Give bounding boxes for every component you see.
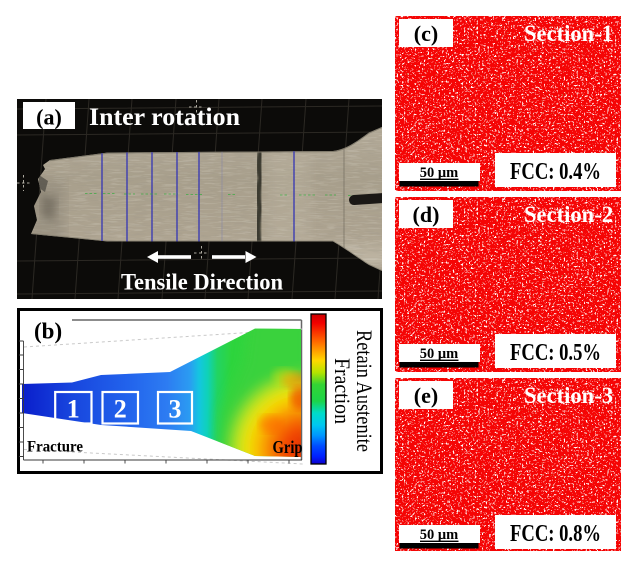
svg-text:(b): (b) xyxy=(34,319,62,344)
svg-text:Section-3: Section-3 xyxy=(524,383,613,408)
svg-text:Fracture: Fracture xyxy=(27,439,83,456)
svg-text:50 μm: 50 μm xyxy=(420,165,458,181)
svg-text:50 μm: 50 μm xyxy=(420,346,458,362)
svg-text:(d): (d) xyxy=(413,202,440,227)
svg-text:(a): (a) xyxy=(36,105,62,130)
svg-text:Inter rotation: Inter rotation xyxy=(89,104,240,131)
svg-text:1: 1 xyxy=(67,395,80,424)
svg-text:(e): (e) xyxy=(414,383,438,408)
svg-text:FCC: 0.5%: FCC: 0.5% xyxy=(510,340,601,366)
svg-text:Fraction: Fraction xyxy=(330,358,355,424)
svg-text:Retain Austenite: Retain Austenite xyxy=(352,330,377,452)
svg-text:FCC: 0.4%: FCC: 0.4% xyxy=(510,159,601,185)
svg-text:2: 2 xyxy=(114,395,127,424)
svg-text:Tensile Direction: Tensile Direction xyxy=(121,270,283,295)
svg-text:Grip: Grip xyxy=(273,437,303,457)
svg-text:(c): (c) xyxy=(414,21,438,46)
svg-text:3: 3 xyxy=(169,395,182,424)
svg-text:Section-1: Section-1 xyxy=(524,21,613,46)
svg-text:50 μm: 50 μm xyxy=(420,527,458,543)
svg-text:FCC: 0.8%: FCC: 0.8% xyxy=(510,521,601,547)
svg-text:Section-2: Section-2 xyxy=(524,202,613,227)
